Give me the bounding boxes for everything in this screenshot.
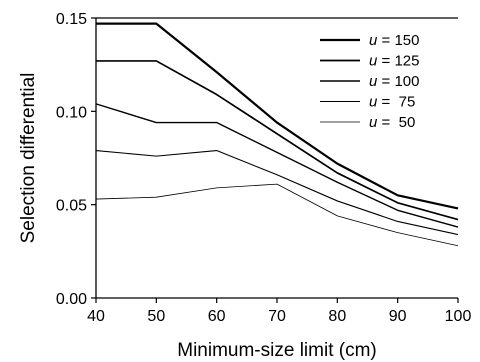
legend-variable: u [369, 73, 378, 90]
legend-label: u = 125 [369, 53, 419, 70]
series-line-u-125 [96, 60, 459, 221]
legend-equals: = [377, 53, 394, 70]
x-tick-label: 70 [268, 308, 286, 325]
series-line-u-50 [95, 183, 459, 247]
x-tick-label: 40 [87, 308, 105, 325]
legend-variable: u [369, 114, 378, 131]
legend-variable: u [369, 53, 378, 70]
legend-variable: u [369, 94, 378, 111]
y-tick-label: 0.15 [56, 11, 87, 28]
series-line-u-100 [95, 103, 459, 228]
x-tick-label: 50 [147, 308, 165, 325]
legend-equals: = [377, 73, 394, 90]
y-tick-label: 0.00 [56, 291, 87, 308]
legend-value: 50 [399, 114, 416, 131]
y-axis-title: Selection differential [18, 73, 39, 244]
legend-value: 125 [394, 53, 419, 70]
legend-label: u = 100 [369, 73, 419, 90]
x-axis-title: Minimum-size limit (cm) [177, 340, 376, 361]
series-line-u-75 [95, 149, 459, 236]
legend-value: 75 [399, 94, 416, 111]
x-tick-label: 100 [445, 308, 472, 325]
x-tick-label: 80 [328, 308, 346, 325]
legend-variable: u [369, 32, 378, 49]
legend-label: u = 50 [369, 114, 415, 131]
legend-label: u = 75 [369, 94, 415, 111]
legend-equals: = [377, 114, 398, 131]
series-line-u-150 [96, 22, 459, 210]
legend-value: 150 [394, 32, 419, 49]
legend-value: 100 [394, 73, 419, 90]
x-tick-label: 60 [208, 308, 226, 325]
x-tick-label: 90 [389, 308, 407, 325]
y-tick-label: 0.05 [56, 198, 87, 215]
ticks: 40 50 60 70 80 90 100 0.00 0.05 0.10 0.15 [56, 11, 472, 325]
y-tick-label: 0.10 [56, 104, 87, 121]
legend-label: u = 150 [369, 32, 419, 49]
legend-equals: = [377, 32, 394, 49]
series-layer [95, 22, 459, 247]
legend-equals: = [377, 94, 398, 111]
